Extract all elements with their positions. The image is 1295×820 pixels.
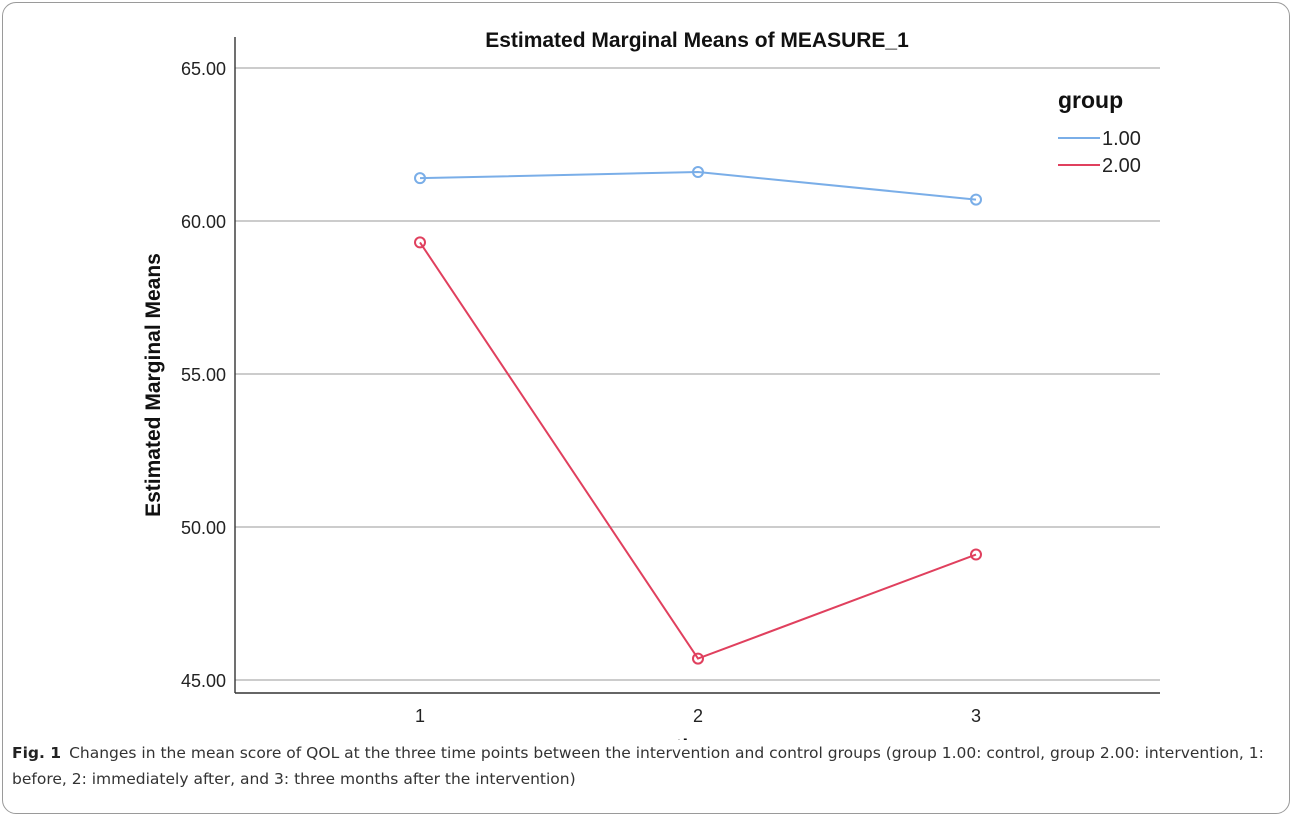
y-tick-label: 45.00: [181, 671, 226, 691]
axes: [234, 37, 1160, 694]
data-point: [414, 236, 426, 249]
data-point: [692, 166, 704, 179]
series-line-2.00: [419, 241, 977, 660]
y-tick-labels: 45.00 50.00 55.00 60.00 65.00: [181, 59, 226, 691]
x-tick-label: 1: [415, 706, 425, 726]
line-chart: Estimated Marginal Means of MEASURE_1 45…: [142, 29, 1160, 740]
chart-title: Estimated Marginal Means of MEASURE_1: [485, 29, 909, 52]
legend: group 1.00 2.00: [1058, 87, 1141, 177]
data-point: [970, 548, 982, 561]
data-point: [414, 172, 426, 185]
y-axis-label: Estimated Marginal Means: [142, 253, 165, 517]
figure-caption: Fig. 1 Changes in the mean score of QOL a…: [12, 740, 1277, 792]
x-tick-label: 2: [693, 706, 703, 726]
series-line-1.00: [419, 171, 977, 201]
y-tick-label: 65.00: [181, 59, 226, 79]
series-lines: [414, 166, 982, 665]
y-tick-label: 50.00: [181, 518, 226, 538]
x-tick-labels: 1 2 3: [415, 706, 981, 726]
y-tick-label: 60.00: [181, 212, 226, 232]
legend-entry: 2.00: [1102, 155, 1141, 177]
caption-label: Fig. 1: [12, 744, 62, 762]
legend-title: group: [1058, 87, 1123, 113]
data-point: [692, 652, 704, 665]
gridlines: [235, 67, 1160, 681]
data-point: [970, 193, 982, 206]
caption-text: Changes in the mean score of QOL at the …: [12, 744, 1264, 788]
legend-entry: 1.00: [1102, 128, 1141, 150]
x-tick-label: 3: [971, 706, 981, 726]
y-tick-label: 55.00: [181, 365, 226, 385]
x-axis-label: time: [675, 736, 718, 740]
